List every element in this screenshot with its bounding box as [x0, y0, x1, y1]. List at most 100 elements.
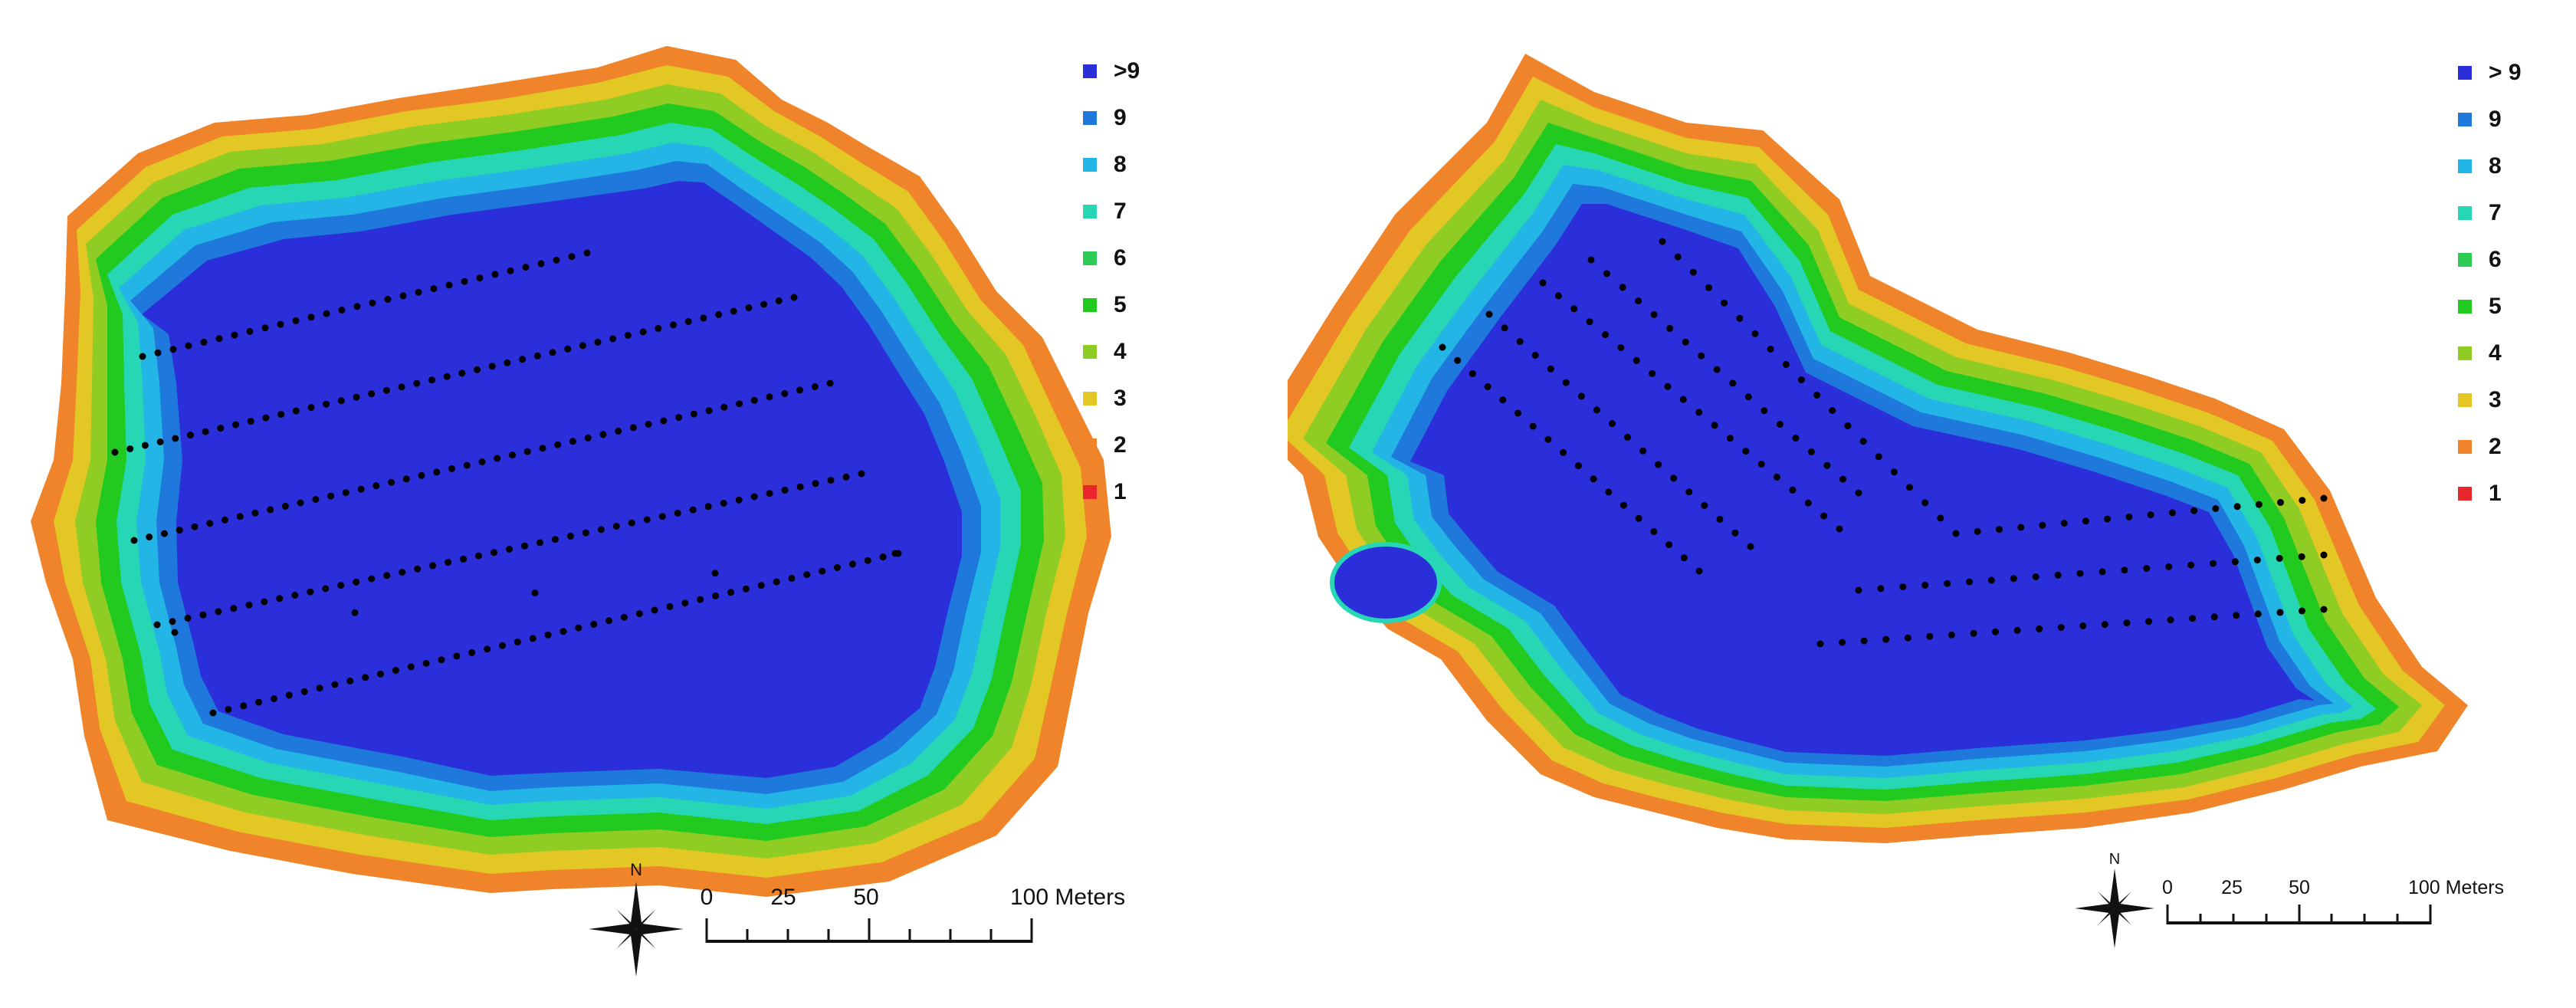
- sample-point: [251, 509, 259, 517]
- sample-point: [369, 299, 376, 307]
- scale-tick-50: 50: [2289, 877, 2310, 898]
- sample-point: [156, 438, 164, 445]
- legend-item: >9: [1083, 48, 1140, 94]
- sample-point: [1695, 409, 1703, 416]
- legend-item: 9: [2458, 96, 2522, 143]
- sample-point: [564, 345, 572, 353]
- sample-point: [1574, 462, 1582, 470]
- sample-point: [2167, 616, 2174, 624]
- sample-point: [2101, 621, 2108, 629]
- sample-point: [1952, 530, 1960, 537]
- sample-point: [1757, 461, 1765, 468]
- sample-point: [537, 260, 545, 268]
- sample-point: [1544, 435, 1552, 443]
- sample-point: [781, 486, 789, 494]
- sample-point: [418, 471, 425, 479]
- sample-point: [2036, 625, 2043, 632]
- sample-point: [337, 397, 345, 405]
- sample-point: [337, 582, 345, 589]
- sample-point: [1516, 338, 1524, 346]
- sample-point: [445, 559, 452, 566]
- sample-point: [236, 513, 244, 520]
- sample-point: [191, 523, 199, 530]
- legend-label: 6: [2489, 246, 2502, 272]
- sample-point: [443, 373, 451, 380]
- sample-point: [1992, 628, 1999, 635]
- sample-point: [399, 292, 407, 300]
- sample-point: [1797, 376, 1805, 383]
- sample-point: [428, 376, 435, 384]
- sample-point: [730, 307, 737, 315]
- sample-point: [433, 468, 441, 476]
- sample-point: [475, 552, 482, 560]
- sample-point: [674, 509, 681, 517]
- legend-item: 7: [2458, 189, 2522, 236]
- legend-item: 7: [1083, 188, 1140, 235]
- sample-point: [529, 635, 537, 642]
- sample-point: [1586, 318, 1593, 326]
- sample-point: [1619, 284, 1626, 291]
- sample-point: [583, 249, 591, 257]
- sample-point: [584, 434, 592, 442]
- sample-point: [438, 656, 445, 664]
- right-scale-bar: 0 25 50 100 Meters: [2162, 877, 2504, 924]
- sample-point: [231, 331, 238, 339]
- sample-point: [568, 253, 576, 261]
- sample-point: [720, 403, 728, 411]
- sample-point: [560, 628, 567, 635]
- sample-point: [2125, 513, 2133, 520]
- sample-point: [700, 314, 707, 322]
- sample-point: [569, 438, 576, 445]
- sample-point: [2032, 573, 2039, 580]
- sample-point: [2254, 610, 2262, 618]
- sample-point: [1774, 473, 1780, 481]
- sample-point: [2276, 609, 2284, 616]
- sample-point: [176, 527, 183, 534]
- right-pond-depth-layers: [1288, 54, 2468, 843]
- sample-point: [766, 490, 773, 497]
- sample-point: [388, 478, 395, 486]
- sample-point: [1539, 279, 1547, 287]
- sample-point: [1665, 541, 1673, 549]
- left-bathymetry-map: N 0 25 50 100 Meters: [31, 46, 1125, 977]
- sample-point: [2010, 575, 2017, 583]
- sample-point: [629, 424, 637, 432]
- legend-label: 8: [2489, 153, 2502, 179]
- sample-point: [458, 369, 466, 377]
- legend-label: 9: [1114, 104, 1127, 130]
- sample-point: [575, 624, 582, 632]
- sample-point: [519, 356, 527, 363]
- sample-point: [1921, 581, 1929, 589]
- sample-point: [775, 297, 783, 304]
- sample-point: [2147, 511, 2154, 519]
- legend-swatch: [1083, 438, 1097, 452]
- sample-point: [372, 482, 380, 490]
- sample-point: [2054, 571, 2062, 579]
- sample-point: [1996, 526, 2003, 534]
- sample-point: [2079, 622, 2087, 629]
- legend-swatch: [2458, 112, 2472, 126]
- sample-point: [1970, 629, 1977, 637]
- sample-point: [1839, 475, 1846, 483]
- sample-point: [639, 328, 647, 336]
- legend-swatch: [1083, 64, 1097, 78]
- sample-point: [1839, 639, 1846, 646]
- sample-point: [2320, 494, 2328, 502]
- sample-point: [894, 550, 902, 557]
- sample-point: [522, 264, 530, 271]
- sample-point: [463, 461, 471, 469]
- sample-point: [1674, 253, 1682, 261]
- sample-point: [1816, 640, 1824, 648]
- sample-point: [720, 500, 727, 507]
- sample-point: [327, 492, 335, 500]
- sample-point: [491, 271, 499, 278]
- legend-item: 4: [2458, 330, 2522, 376]
- sample-point: [402, 475, 410, 483]
- legend-label: 6: [1114, 245, 1127, 271]
- sample-point: [161, 530, 168, 537]
- left-sample-points: [111, 249, 902, 717]
- sample-point: [297, 499, 304, 507]
- sample-point: [1689, 268, 1697, 276]
- sample-point: [1761, 407, 1768, 415]
- legend-item: 3: [2458, 376, 2522, 423]
